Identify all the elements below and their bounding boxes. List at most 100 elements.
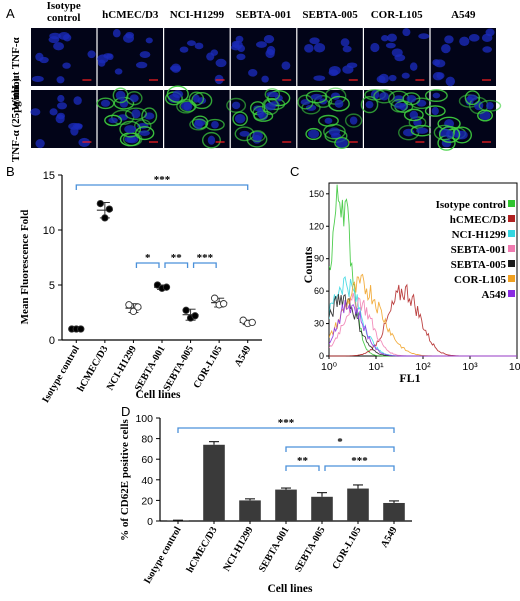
nucleus: [170, 63, 181, 73]
significance-bracket: [324, 465, 395, 471]
x-tick-label-a549: A549: [233, 344, 254, 369]
membrane-stain: [360, 96, 379, 114]
legend-swatch-nci-h1299: [508, 230, 515, 237]
data-point: [129, 307, 138, 316]
membrane-stain: [201, 131, 221, 149]
nucleus: [215, 58, 227, 68]
row-label-tnf: TNF-α (25pg/mL): [10, 78, 22, 162]
data-point: [134, 303, 142, 311]
nucleus: [56, 76, 65, 84]
significance-bracket: [192, 262, 217, 268]
x-tick-label-hcmec-d3: hCMEC/D3: [185, 525, 220, 575]
chart-c: 0 30 60 90 120 150 10⁰ 10¹ 10² 10³ 10⁴ Isotype cont…: [309, 182, 520, 373]
x-tick-label: 10¹: [368, 361, 384, 373]
column-label-sebta-005: SEBTA-005: [302, 9, 358, 21]
nucleus: [281, 61, 291, 70]
nucleus: [49, 32, 61, 40]
membrane-stain: [344, 113, 363, 128]
x-tick-label: 10⁰: [321, 361, 338, 373]
nucleus: [179, 46, 189, 53]
membrane-stain: [328, 95, 350, 112]
x-tick-label: 10²: [415, 361, 431, 373]
nucleus: [342, 45, 352, 53]
membrane-stain: [424, 89, 448, 102]
nucleus: [436, 72, 445, 80]
bar-isotype-control: [167, 520, 189, 521]
nucleus: [388, 74, 397, 82]
nucleus: [232, 101, 241, 110]
membrane-stain: [464, 90, 481, 106]
nucleus: [340, 38, 350, 47]
nucleus: [401, 72, 410, 79]
nucleus: [445, 130, 454, 139]
nucleus: [409, 110, 419, 120]
nucleus: [381, 35, 389, 42]
micrograph-background: [297, 28, 363, 86]
nucleus: [313, 75, 326, 81]
legend-swatch-a549: [508, 290, 515, 297]
nucleus: [194, 119, 203, 130]
nucleus: [234, 114, 246, 124]
x-tick-label-sebta-005: SEBTA-005: [293, 525, 328, 574]
nucleus: [131, 109, 141, 119]
membrane-stain: [119, 120, 142, 138]
legend-label-hcmec-d3: hCMEC/D3: [450, 214, 507, 226]
column-label-nci-h1299: NCI-H1299: [170, 9, 225, 21]
x-tick-label-isotype-control: Isotype control: [142, 525, 184, 586]
y-tick-label: 5: [49, 280, 55, 292]
nucleus: [248, 69, 258, 77]
nucleus: [432, 92, 441, 99]
membrane-stain: [104, 114, 123, 127]
nucleus: [172, 90, 184, 99]
significance-bracket: [75, 184, 249, 190]
nucleus: [135, 61, 148, 69]
nucleus: [432, 59, 441, 66]
nucleus: [256, 108, 264, 118]
x-tick-label-isotype-control: Isotype control: [40, 344, 82, 405]
nucleus: [409, 62, 418, 71]
micrograph-sebta-005-control: [297, 28, 363, 86]
nucleus: [139, 130, 150, 137]
micrograph-a549-control: [430, 28, 496, 87]
micrograph-isotype-control-tnf: [30, 90, 97, 149]
membrane-stain: [318, 114, 339, 127]
membrane-stain: [305, 90, 328, 104]
panel-d-label: D: [121, 404, 130, 419]
data-point: [96, 199, 105, 208]
bar-hcmec-d3: [203, 444, 225, 521]
nucleus: [349, 116, 358, 125]
legend-swatch-sebta-001: [508, 245, 515, 252]
membrane-stain: [373, 89, 395, 104]
nucleus: [57, 94, 65, 103]
nucleus: [97, 59, 106, 67]
series-line-sebta-001: [329, 292, 517, 357]
significance-label: ***: [351, 455, 368, 467]
membrane-stain: [402, 92, 421, 106]
micrograph-isotype-control-control: [31, 28, 97, 86]
y-tick-label: 60: [314, 286, 324, 296]
nucleus: [73, 96, 82, 105]
nucleus: [394, 102, 405, 109]
significance-label: ***: [154, 174, 171, 186]
x-tick-label-cor-l105: COR-L105: [192, 344, 225, 390]
micrograph-a549-tnf: [424, 89, 502, 151]
micrograph-sebta-001-control: [230, 28, 297, 86]
membrane-stain: [478, 99, 502, 112]
chart-b-xlabel: Cell lines: [135, 389, 181, 401]
nucleus: [342, 65, 354, 74]
nucleus: [445, 76, 455, 87]
legend-swatch-hcmec-d3: [508, 215, 515, 222]
bar-a549: [383, 502, 405, 521]
nucleus: [485, 28, 495, 37]
nucleus: [304, 43, 314, 53]
column-label-hcmec-d3: hCMEC/D3: [102, 9, 159, 21]
legend-swatch-cor-l105: [508, 275, 515, 282]
nucleus: [385, 42, 396, 49]
legend-label-cor-l105: COR-L105: [454, 274, 506, 286]
nucleus: [87, 50, 96, 59]
nucleus: [482, 46, 492, 53]
membrane-stain: [112, 87, 129, 104]
nucleus: [57, 102, 68, 110]
x-tick-label: 10⁴: [509, 361, 520, 373]
nucleus: [192, 94, 200, 103]
